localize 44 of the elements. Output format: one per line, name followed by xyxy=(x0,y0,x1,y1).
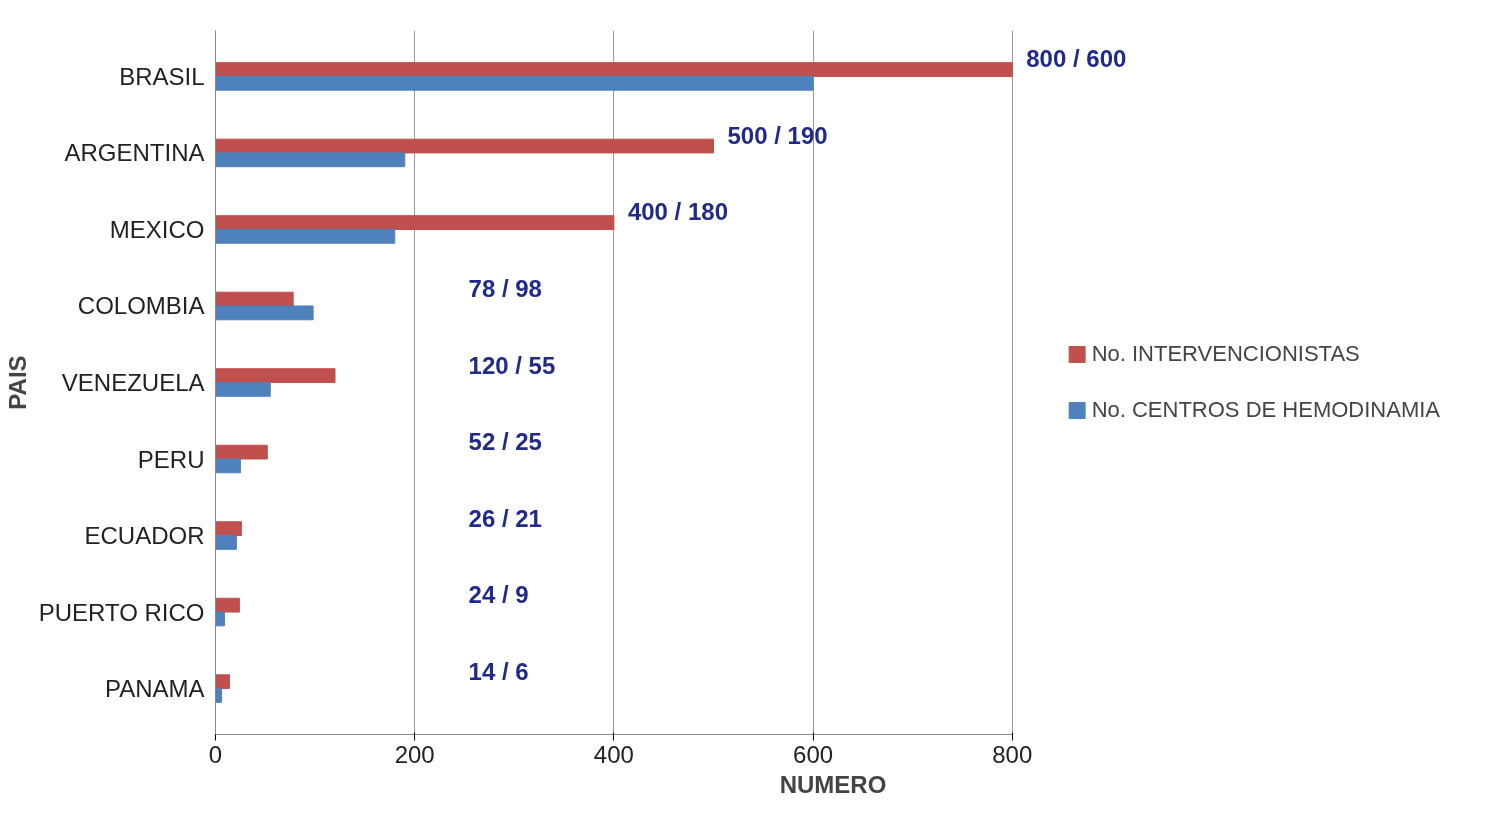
bar xyxy=(215,75,814,91)
bar xyxy=(215,305,314,321)
x-tick-label: 600 xyxy=(793,740,834,768)
y-tick-label: BRASIL xyxy=(119,62,205,90)
legend-label: No. CENTROS DE HEMODINAMIA xyxy=(1091,397,1440,423)
bar xyxy=(215,368,336,383)
bar xyxy=(215,688,222,703)
bar xyxy=(215,138,714,154)
bar xyxy=(215,382,271,397)
x-tick-label: 0 xyxy=(208,740,223,768)
annotation: 120 / 55 xyxy=(468,351,556,379)
y-tick-label: PERU xyxy=(137,445,205,473)
y-tick-label: PUERTO RICO xyxy=(38,598,205,626)
x-tick-label: 800 xyxy=(992,740,1033,768)
bar xyxy=(215,535,237,550)
text: 800 / 600 xyxy=(1026,45,1127,73)
annotation: 24 / 9 xyxy=(468,581,529,609)
y-tick-label: PANAMA xyxy=(104,675,205,703)
bar xyxy=(215,444,268,460)
annotation: 78 / 98 xyxy=(468,274,542,302)
annotation: 52 / 25 xyxy=(468,428,542,456)
x-axis-title: NUMERO xyxy=(779,770,887,798)
x-tick-label: 200 xyxy=(394,740,435,768)
bar xyxy=(215,152,406,168)
x-tick-label: 400 xyxy=(593,740,634,768)
y-tick-label: COLOMBIA xyxy=(77,292,205,320)
bar xyxy=(215,611,225,627)
annotation: 14 / 6 xyxy=(468,657,529,685)
annotation: 26 / 21 xyxy=(468,504,542,532)
bar xyxy=(215,215,615,230)
y-tick-label: ARGENTINA xyxy=(64,139,205,167)
bar xyxy=(215,597,240,613)
bar xyxy=(215,62,1013,77)
y-tick-label: ECUADOR xyxy=(84,522,205,550)
bar xyxy=(215,521,242,537)
annotation: 400 / 180 xyxy=(627,198,728,226)
bar xyxy=(215,458,241,474)
bar xyxy=(215,674,230,690)
y-tick-label: VENEZUELA xyxy=(61,369,205,396)
legend-label: No. INTERVENCIONISTAS xyxy=(1091,341,1360,367)
bar xyxy=(215,228,396,244)
annotation: 500 / 190 xyxy=(727,121,828,149)
y-tick-label: MEXICO xyxy=(109,215,205,243)
y-axis-title: PAIS xyxy=(3,355,31,410)
